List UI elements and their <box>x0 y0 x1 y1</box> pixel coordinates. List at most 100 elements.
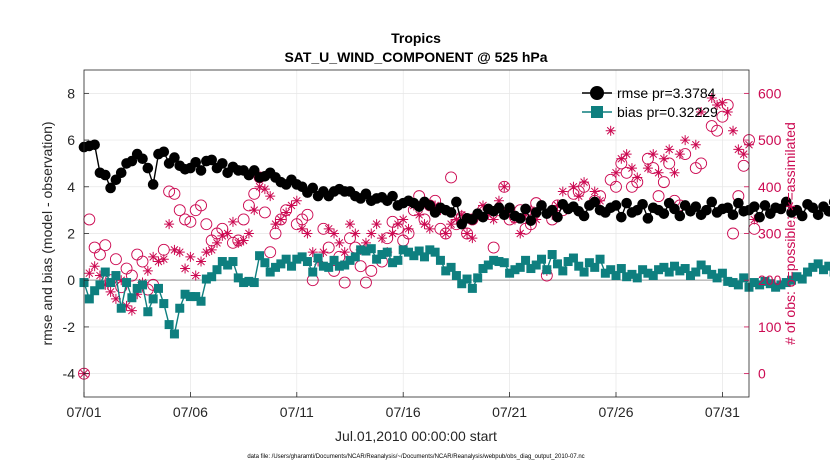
assimilated-obs-point <box>515 228 526 239</box>
rmse-point <box>658 208 670 219</box>
assimilated-obs-point <box>728 125 739 136</box>
bias-point <box>739 273 749 283</box>
assimilated-obs-point <box>259 184 270 195</box>
bias-point <box>691 267 701 277</box>
assimilated-obs-point <box>227 216 238 227</box>
bias-point <box>489 255 499 265</box>
assimilated-obs-point <box>525 205 536 216</box>
bias-point <box>233 273 243 283</box>
legend-bias-marker <box>582 106 612 118</box>
bias-point <box>100 267 110 277</box>
bias-point <box>446 262 456 272</box>
legend-rmse-dot <box>590 86 604 100</box>
assimilated-obs-point <box>462 228 473 239</box>
x-tick-label: 07/21 <box>492 404 527 420</box>
possible-obs-point <box>439 227 452 240</box>
assimilated-obs-point <box>376 233 387 244</box>
possible-obs-point <box>360 276 372 289</box>
possible-obs-point <box>338 276 351 289</box>
rmse-point <box>812 209 824 221</box>
bias-point <box>755 280 765 290</box>
bias-point <box>568 253 578 263</box>
bias-point <box>441 266 451 276</box>
x-tick-label: 07/06 <box>173 404 208 420</box>
rmse-point <box>190 156 202 168</box>
assimilated-obs-point <box>738 149 749 160</box>
chart-subtitle: SAT_U_WIND_COMPONENT @ 525 hPa <box>284 49 547 65</box>
rmse-point <box>701 204 712 216</box>
assimilated-obs-point <box>451 214 462 225</box>
assimilated-obs-point <box>712 100 723 111</box>
rmse-point <box>525 215 537 226</box>
assimilated-obs-point <box>105 286 116 297</box>
bias-point <box>648 271 658 281</box>
assimilated-obs-point <box>722 107 733 118</box>
bias-point <box>457 279 467 289</box>
assimilated-obs-point <box>680 135 691 146</box>
assimilated-obs-point <box>196 256 207 267</box>
bias-point <box>366 244 376 254</box>
rmse-point <box>195 165 207 176</box>
possible-obs-point <box>200 218 213 231</box>
possible-obs-point <box>99 239 112 252</box>
assimilated-obs-point <box>329 228 340 239</box>
assimilated-obs-point <box>674 149 685 160</box>
bias-point <box>132 283 142 293</box>
rmse-point <box>514 213 526 224</box>
assimilated-obs-point <box>568 181 579 192</box>
assimilated-obs-point <box>392 219 403 230</box>
assimilated-obs-point <box>403 223 414 234</box>
bias-point <box>143 307 153 317</box>
assimilated-obs-point <box>589 186 600 197</box>
legend-bias-label: bias pr=0.32229 <box>617 104 718 120</box>
bias-point <box>409 251 419 261</box>
bias-point <box>207 272 217 282</box>
right-tick-label: 0 <box>758 366 766 382</box>
rmse-point <box>387 190 398 202</box>
assimilated-obs-point <box>440 228 451 239</box>
possible-obs-point <box>163 185 176 198</box>
rmse-point <box>754 211 765 223</box>
bias-point <box>276 259 286 269</box>
assimilated-obs-point <box>595 195 606 206</box>
bias-point <box>138 280 148 290</box>
bias-point <box>499 258 509 268</box>
rmse-point <box>578 210 590 222</box>
right-tick-label: 200 <box>758 272 782 288</box>
bias-point <box>701 265 711 275</box>
possible-obs-point <box>365 264 378 277</box>
x-tick-label: 07/11 <box>280 404 314 420</box>
bias-point <box>239 278 249 288</box>
assimilated-obs-point <box>493 195 504 206</box>
assimilated-obs-point <box>254 181 265 192</box>
assimilated-obs-point <box>611 167 621 178</box>
rmse-point <box>610 200 622 211</box>
assimilated-obs-point <box>190 270 201 281</box>
rmse-point <box>451 196 462 208</box>
bias-point <box>169 329 179 339</box>
bias-point <box>271 262 281 272</box>
bias-point <box>356 245 366 255</box>
left-tick-label: -2 <box>63 319 76 335</box>
right-y-axis-label: # of obs: o=possible; ∗=assimilated <box>782 122 798 345</box>
rmse-point <box>158 146 170 158</box>
bias-point <box>600 268 610 278</box>
bias-point <box>111 271 121 281</box>
bias-point <box>265 267 275 277</box>
bias-point <box>654 265 664 275</box>
bias-point <box>255 251 265 261</box>
assimilated-obs-point <box>84 268 95 279</box>
possible-obs-point <box>125 269 138 282</box>
bias-point <box>425 245 435 255</box>
bias-point <box>521 255 531 265</box>
bias-series <box>79 244 830 339</box>
bias-point <box>324 262 334 272</box>
assimilated-obs-point <box>446 219 457 230</box>
bias-point <box>244 276 254 286</box>
x-tick-label: 07/01 <box>66 404 101 420</box>
bias-point <box>116 303 126 313</box>
bias-point <box>537 254 547 264</box>
assimilated-obs-point <box>696 107 707 118</box>
assimilated-obs-point <box>424 223 435 234</box>
assimilated-obs-point <box>222 228 233 239</box>
